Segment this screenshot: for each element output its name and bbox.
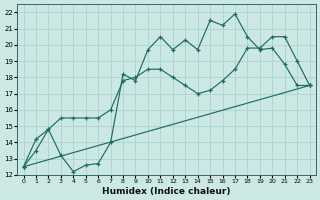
X-axis label: Humidex (Indice chaleur): Humidex (Indice chaleur) [102,187,231,196]
